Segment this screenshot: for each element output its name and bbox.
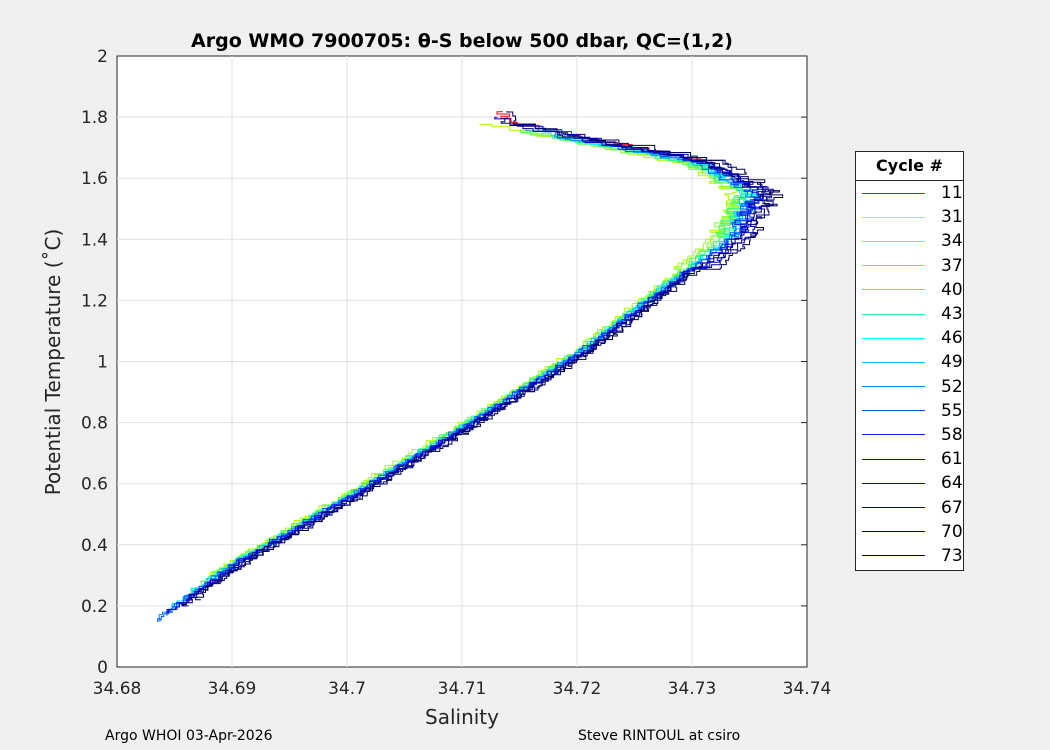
legend-item: 40 <box>856 278 963 302</box>
legend-item: 52 <box>856 375 963 399</box>
legend-label: 61 <box>941 449 963 470</box>
x-axis-label: Salinity <box>425 705 499 729</box>
x-tick-label: 34.7 <box>328 679 366 699</box>
legend-label: 64 <box>941 473 963 494</box>
legend-label: 73 <box>941 545 963 566</box>
x-tick-label: 34.71 <box>438 679 487 699</box>
y-tick-label: 1.4 <box>81 230 108 250</box>
legend-item: 55 <box>856 399 963 423</box>
footer-left: Argo WHOI 03-Apr-2026 <box>105 728 273 744</box>
legend-item: 70 <box>856 520 963 544</box>
legend-swatch <box>862 410 925 412</box>
legend-swatch <box>862 507 925 509</box>
legend-swatch <box>862 192 925 194</box>
legend-item: 37 <box>856 254 963 278</box>
legend-label: 70 <box>941 521 963 542</box>
legend-swatch <box>862 265 925 267</box>
legend-label: 46 <box>941 328 963 349</box>
legend-label: 37 <box>941 255 963 276</box>
legend: Cycle # 11 31 34 37 40 43 46 49 52 55 58 61 64 67 70 73 <box>855 151 964 571</box>
legend-swatch <box>862 482 925 484</box>
y-tick-label: 0.6 <box>81 475 108 495</box>
y-tick-label: 1.6 <box>81 169 108 189</box>
y-tick-label: 0 <box>97 658 108 678</box>
legend-label: 40 <box>941 279 963 300</box>
legend-swatch <box>862 289 925 291</box>
legend-swatch <box>862 434 925 436</box>
legend-swatch <box>862 361 925 363</box>
legend-swatch <box>862 555 925 557</box>
legend-item: 49 <box>856 350 963 374</box>
legend-item: 31 <box>856 205 963 229</box>
legend-item: 46 <box>856 326 963 350</box>
x-tick-label: 34.73 <box>668 679 717 699</box>
legend-label: 11 <box>941 183 963 204</box>
legend-swatch <box>862 386 925 388</box>
y-tick-label: 1 <box>97 353 108 373</box>
legend-item: 64 <box>856 471 963 495</box>
chart-title: Argo WMO 7900705: θ-S below 500 dbar, QC… <box>191 30 733 52</box>
legend-item: 58 <box>856 423 963 447</box>
y-tick-label: 2 <box>97 47 108 67</box>
legend-item: 61 <box>856 447 963 471</box>
x-tick-label: 34.74 <box>783 679 832 699</box>
legend-label: 58 <box>941 424 963 445</box>
x-tick-label: 34.68 <box>93 679 142 699</box>
legend-label: 43 <box>941 304 963 325</box>
x-tick-label: 34.72 <box>553 679 602 699</box>
legend-label: 49 <box>941 352 963 373</box>
y-axis-label: Potential Temperature (˚C) <box>41 229 65 496</box>
legend-label: 52 <box>941 376 963 397</box>
legend-swatch <box>862 216 925 218</box>
legend-item: 11 <box>856 181 963 205</box>
legend-swatch <box>862 313 925 315</box>
legend-swatch <box>862 337 925 339</box>
legend-label: 67 <box>941 497 963 518</box>
legend-title: Cycle # <box>856 152 963 181</box>
y-tick-label: 1.2 <box>81 291 108 311</box>
y-tick-label: 1.8 <box>81 108 108 128</box>
series-55-line <box>157 135 759 622</box>
legend-item: 43 <box>856 302 963 326</box>
series-73-line <box>195 111 784 601</box>
legend-item: 34 <box>856 229 963 253</box>
footer-right: Steve RINTOUL at csiro <box>578 728 740 744</box>
legend-swatch <box>862 240 925 242</box>
legend-label: 31 <box>941 207 963 228</box>
y-tick-label: 0.2 <box>81 597 108 617</box>
y-tick-label: 0.4 <box>81 536 108 556</box>
legend-swatch <box>862 531 925 533</box>
x-tick-label: 34.69 <box>208 679 257 699</box>
legend-swatch <box>862 458 925 460</box>
legend-item: 73 <box>856 544 963 568</box>
legend-label: 34 <box>941 231 963 252</box>
y-tick-label: 0.8 <box>81 414 108 434</box>
legend-label: 55 <box>941 400 963 421</box>
legend-item: 67 <box>856 495 963 519</box>
